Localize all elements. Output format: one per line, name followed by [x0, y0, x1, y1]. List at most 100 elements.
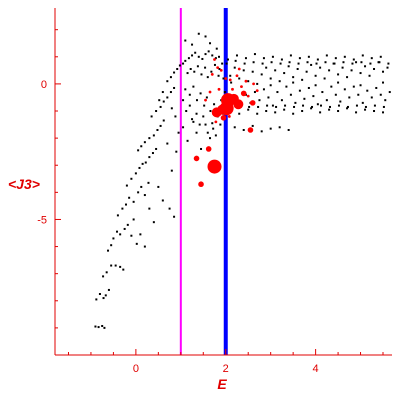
data-point — [104, 294, 107, 297]
data-point — [116, 230, 119, 233]
data-point — [325, 99, 328, 102]
data-point — [105, 271, 108, 274]
data-point — [361, 54, 364, 57]
data-point — [270, 61, 273, 64]
data-point — [243, 62, 246, 65]
data-point — [210, 73, 214, 76]
data-point — [217, 74, 220, 77]
data-point — [215, 47, 218, 50]
data-point — [257, 105, 260, 108]
data-point — [297, 62, 300, 65]
data-point — [102, 275, 105, 278]
data-point — [193, 155, 200, 162]
data-point — [275, 105, 278, 108]
data-point — [255, 89, 259, 93]
data-point — [260, 73, 263, 76]
data-point — [156, 128, 159, 131]
data-point — [266, 104, 269, 107]
data-point — [258, 99, 261, 102]
data-point — [384, 99, 387, 102]
data-point — [283, 72, 286, 75]
data-point — [278, 80, 281, 83]
data-point — [240, 85, 243, 89]
data-point — [124, 203, 127, 206]
data-point — [328, 105, 331, 108]
data-point — [155, 110, 158, 113]
data-point — [379, 55, 382, 58]
data-point — [325, 54, 328, 57]
data-point — [355, 61, 358, 64]
data-point — [196, 65, 199, 68]
data-point — [373, 104, 376, 107]
data-point — [130, 234, 133, 237]
vertical-lines — [179, 8, 228, 355]
data-point — [323, 77, 326, 80]
data-point — [339, 100, 342, 103]
data-point — [128, 196, 131, 199]
data-point — [316, 103, 319, 106]
data-point — [302, 104, 305, 107]
data-point — [211, 54, 214, 57]
data-point — [355, 111, 358, 114]
data-point — [337, 73, 340, 76]
data-point — [274, 69, 277, 72]
data-point — [330, 85, 333, 88]
data-point — [169, 91, 172, 94]
data-point — [238, 77, 241, 80]
data-point — [217, 87, 221, 91]
data-point — [188, 104, 191, 107]
data-point — [147, 181, 150, 184]
data-point — [143, 141, 146, 144]
data-point — [235, 54, 238, 57]
data-point — [141, 162, 144, 165]
data-point — [206, 131, 209, 134]
data-point — [159, 105, 162, 108]
data-point — [184, 59, 187, 62]
data-point — [166, 142, 169, 145]
data-point — [233, 99, 244, 110]
data-point — [151, 152, 154, 155]
data-point — [292, 76, 295, 79]
data-point — [218, 67, 221, 70]
data-point — [328, 108, 331, 111]
data-point — [292, 112, 295, 115]
data-point — [310, 63, 313, 66]
data-point — [206, 76, 209, 79]
data-point — [346, 105, 349, 108]
data-point — [271, 104, 274, 107]
red-point-series — [193, 58, 259, 188]
data-point — [204, 66, 207, 69]
data-point — [262, 88, 265, 91]
data-point — [289, 93, 292, 96]
data-point — [150, 115, 153, 118]
data-point — [253, 91, 256, 94]
data-point — [351, 62, 354, 65]
data-point — [373, 67, 376, 70]
data-point — [375, 86, 378, 89]
data-point — [247, 80, 250, 83]
data-point — [350, 69, 353, 72]
axis-labels: E <J3> — [8, 176, 227, 392]
data-point — [284, 104, 287, 107]
data-point — [132, 200, 135, 203]
data-point — [249, 100, 256, 106]
data-point — [195, 131, 198, 134]
data-point — [346, 76, 349, 79]
data-point — [193, 70, 196, 73]
data-point — [211, 107, 222, 118]
data-point — [140, 145, 143, 148]
data-point — [265, 66, 268, 69]
data-point — [283, 108, 286, 111]
data-point — [207, 50, 210, 53]
data-point — [200, 147, 203, 150]
data-point — [246, 94, 250, 98]
data-point — [301, 78, 304, 81]
data-point — [214, 134, 217, 137]
data-point — [225, 62, 228, 65]
data-point — [194, 51, 197, 54]
data-point — [355, 104, 358, 107]
data-point — [211, 122, 214, 125]
data-point — [186, 72, 189, 75]
data-point — [182, 126, 185, 129]
